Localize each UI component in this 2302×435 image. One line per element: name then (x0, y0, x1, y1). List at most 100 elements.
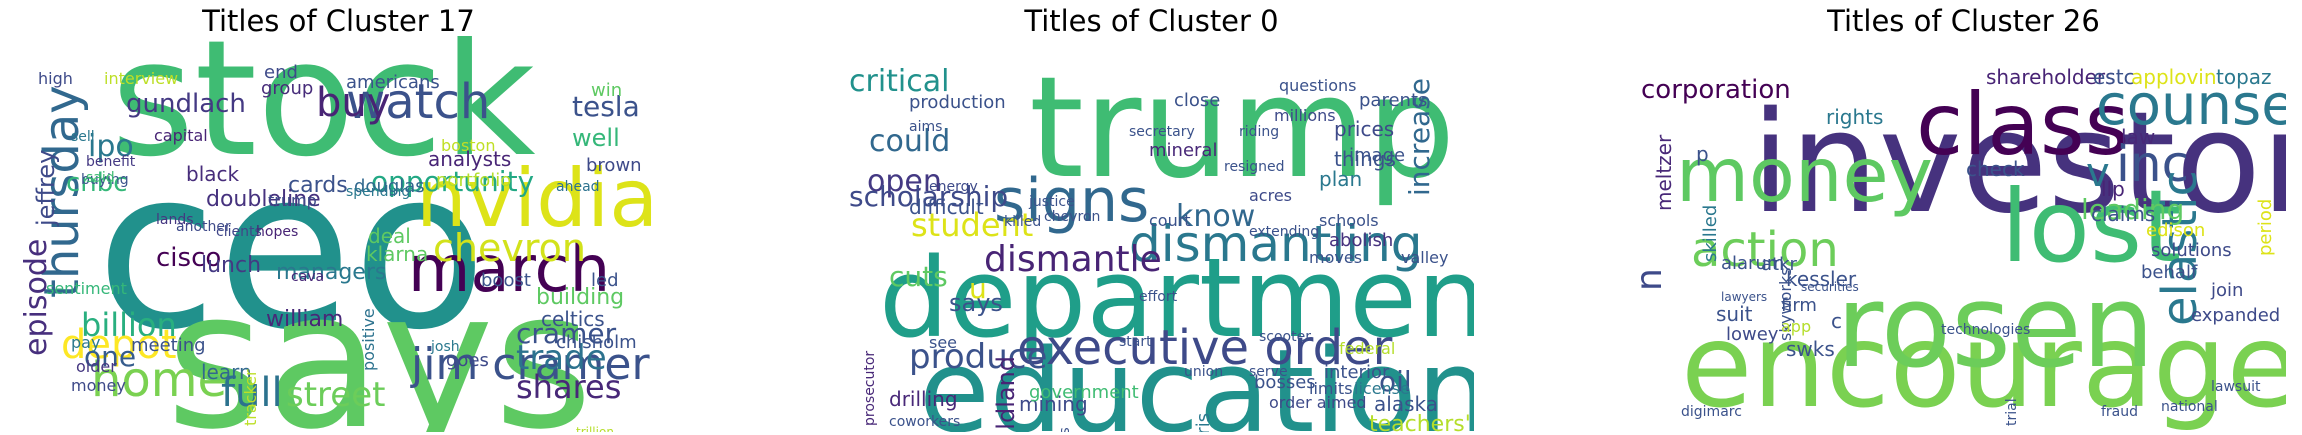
word: meltzer (1652, 134, 1676, 211)
word: depot (61, 322, 177, 368)
word: millions (1274, 106, 1336, 125)
word: second (2196, 430, 2260, 432)
word: v (2086, 150, 2110, 196)
word: shares (516, 368, 621, 406)
word: remaking (1369, 431, 1444, 432)
word: suit (1716, 302, 1753, 326)
word: government (1029, 382, 1139, 403)
word: check (1966, 157, 2025, 181)
word: portfolio (436, 170, 511, 191)
word: join (2210, 280, 2243, 301)
cluster-panel: Titles of Cluster 17 stock ceo says thursda… (16, 0, 661, 435)
word: order aimed (1269, 393, 1367, 412)
word: student (911, 206, 1033, 244)
word: klarna (366, 242, 428, 266)
word: technologies (1941, 322, 2030, 338)
word-cloud: stock ceo says thursday watch nvidia march home… (16, 36, 661, 432)
word: swks (1786, 337, 1835, 361)
word: solutions (2151, 240, 2232, 261)
word: parents (1359, 90, 1427, 111)
word: building (536, 285, 624, 310)
word: trillion (576, 425, 614, 432)
word: billion (81, 306, 177, 344)
word: scholarship (849, 180, 1008, 213)
word: stock (111, 36, 536, 192)
word: end (264, 62, 298, 83)
word: buying (81, 172, 129, 188)
word: buy (316, 80, 390, 126)
word: pay (71, 333, 100, 352)
word: sell (71, 129, 95, 145)
word: ceo (96, 122, 487, 378)
word: acres (1249, 186, 1292, 205)
word: period (2255, 199, 2276, 256)
word: cuts (889, 260, 948, 293)
word: analysts (428, 147, 511, 171)
word: teachers' (1369, 412, 1471, 432)
word: interview (104, 69, 178, 88)
word: cnbc (66, 168, 128, 198)
word: tracker (241, 369, 260, 426)
word: c (1831, 309, 1842, 333)
word: see (929, 333, 957, 352)
word: trump (268, 191, 317, 210)
word: brown (586, 155, 642, 176)
word: clients (216, 224, 262, 240)
word: dismantling (1129, 215, 1423, 273)
panel-title: Titles of Cluster 26 (1827, 4, 2100, 38)
word: learn (201, 360, 252, 384)
word: street (286, 375, 385, 415)
word: deal (368, 224, 411, 248)
word: claims (2091, 202, 2155, 226)
word: positive (359, 308, 378, 371)
word: rosen (1836, 260, 2155, 394)
word: atkore (1656, 430, 1713, 432)
word: black (186, 162, 240, 186)
word: jim cramer (410, 339, 650, 390)
word: josh (430, 339, 460, 355)
word: know (1176, 199, 1255, 234)
word: mining (1019, 392, 1088, 416)
word: court (1149, 211, 1191, 230)
word: corporation (1641, 75, 1791, 105)
word: firm (1781, 295, 1817, 316)
word: class (1916, 75, 2130, 175)
word: rights (1826, 105, 1883, 129)
word: start (1119, 334, 1152, 350)
cluster-panel: Titles of Cluster 0 trump department educa… (829, 0, 1474, 435)
word: encourages (1681, 299, 2286, 432)
word: skilled (1700, 205, 1721, 262)
word: increase (1403, 78, 1436, 196)
word: department (879, 234, 1474, 362)
word: interior (1324, 362, 1390, 383)
word: riding (1239, 124, 1279, 140)
word: counsel (2096, 73, 2286, 138)
word: investor (1751, 82, 2286, 245)
word: national (2161, 399, 2218, 415)
word: benefit (86, 154, 136, 170)
word: law (2121, 125, 2155, 149)
word: led (591, 270, 619, 291)
word: digimarc (1681, 404, 1742, 420)
word: critical (849, 64, 949, 99)
word: lawyers (1721, 290, 1767, 304)
word: u (969, 272, 987, 305)
word: close (1174, 90, 1220, 111)
word: union (1184, 364, 1223, 380)
word: jobs (1057, 427, 1073, 432)
word: danneneberg (1751, 430, 1871, 432)
word: lost (2001, 168, 2181, 285)
word: another (176, 219, 231, 235)
word: chevron (433, 226, 586, 270)
word: elastic (2152, 170, 2208, 326)
word: federal (1339, 339, 1395, 358)
word: investigating (1906, 430, 2023, 432)
word: oil (1379, 365, 1412, 398)
word: celtics (541, 307, 605, 331)
word: lowey (1726, 324, 1779, 345)
word: full (221, 370, 283, 416)
word: valley (1401, 248, 1448, 267)
panel-title: Titles of Cluster 17 (202, 4, 475, 38)
word: doubleline (206, 187, 321, 212)
